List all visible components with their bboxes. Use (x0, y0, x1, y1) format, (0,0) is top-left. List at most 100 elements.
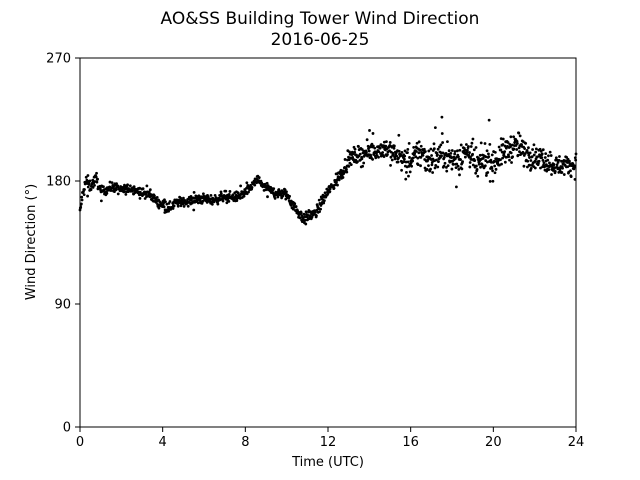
data-point (527, 153, 531, 157)
data-point (447, 149, 451, 153)
data-point (86, 174, 90, 177)
data-point (377, 150, 381, 154)
data-point (489, 160, 493, 164)
data-point (343, 158, 347, 161)
data-point (86, 194, 89, 198)
data-point (361, 164, 365, 168)
data-point (403, 154, 407, 158)
data-point (531, 148, 534, 151)
data-point (507, 155, 511, 159)
data-point (566, 165, 570, 169)
data-point (304, 210, 308, 214)
data-point (446, 164, 450, 168)
data-point (402, 160, 406, 163)
data-point (493, 150, 497, 154)
data-point (483, 142, 487, 145)
data-point (317, 198, 321, 202)
data-point (367, 147, 370, 151)
x-tick-label: 20 (485, 435, 502, 450)
data-point (341, 176, 345, 179)
data-point (419, 164, 422, 168)
data-point (182, 204, 186, 208)
data-point (407, 174, 410, 178)
data-point (216, 202, 220, 206)
data-point (404, 160, 408, 164)
data-point (501, 137, 505, 141)
data-point (176, 204, 180, 208)
data-point (116, 184, 120, 188)
data-point (532, 153, 536, 157)
data-point (436, 147, 440, 151)
data-point (440, 154, 443, 158)
data-point (459, 158, 462, 161)
data-point (164, 200, 167, 204)
data-point (532, 143, 536, 147)
data-point (534, 147, 538, 151)
data-point (322, 199, 326, 203)
x-axis-ticks: 0 4 8 12 16 20 24 (76, 427, 584, 450)
data-point (405, 170, 408, 174)
data-point (371, 158, 375, 161)
data-point (546, 158, 550, 162)
data-point (449, 152, 453, 155)
data-point (451, 162, 455, 166)
data-point (221, 199, 225, 203)
data-point (273, 196, 277, 200)
data-point (257, 176, 261, 179)
y-tick-label: 270 (46, 52, 71, 67)
data-point (453, 157, 457, 161)
data-point (406, 148, 410, 151)
data-point (145, 184, 149, 188)
data-point (550, 173, 553, 176)
data-point (476, 174, 480, 178)
data-point (526, 165, 529, 169)
data-point (89, 188, 93, 192)
data-point (391, 151, 395, 155)
data-point (356, 160, 359, 164)
data-point (511, 155, 514, 159)
data-point (483, 164, 487, 168)
data-point (95, 180, 99, 184)
data-point (123, 190, 127, 194)
data-point (459, 143, 463, 147)
data-point (179, 204, 183, 208)
data-point (88, 179, 92, 183)
data-point (435, 158, 438, 162)
data-point (91, 186, 95, 189)
data-point (440, 115, 444, 119)
data-point (335, 180, 338, 184)
data-point (468, 151, 471, 154)
data-point (220, 194, 224, 198)
data-point (503, 160, 507, 164)
data-point (543, 156, 547, 159)
data-point (389, 164, 392, 167)
data-point (523, 147, 527, 150)
data-point (552, 162, 556, 166)
data-point (539, 149, 543, 153)
data-point (569, 175, 573, 178)
data-point (202, 192, 205, 196)
data-point (433, 126, 437, 130)
y-axis-label: Wind Direction (°) (24, 184, 39, 300)
data-point (474, 164, 478, 168)
data-point (447, 153, 451, 156)
data-point (526, 151, 530, 155)
chart-title: AO&SS Building Tower Wind Direction (161, 9, 480, 29)
data-point (213, 193, 217, 197)
data-point (494, 167, 498, 171)
data-point (397, 133, 401, 137)
data-point (417, 151, 421, 155)
data-point (469, 155, 472, 159)
data-point (464, 143, 468, 146)
data-point (114, 188, 118, 192)
data-point (474, 146, 478, 149)
data-point (353, 147, 357, 151)
data-point (473, 159, 477, 162)
x-tick-label: 8 (241, 435, 249, 450)
data-point (411, 156, 415, 160)
data-point (479, 165, 482, 169)
data-point (412, 146, 416, 149)
data-point (515, 148, 519, 151)
data-point (249, 183, 253, 187)
